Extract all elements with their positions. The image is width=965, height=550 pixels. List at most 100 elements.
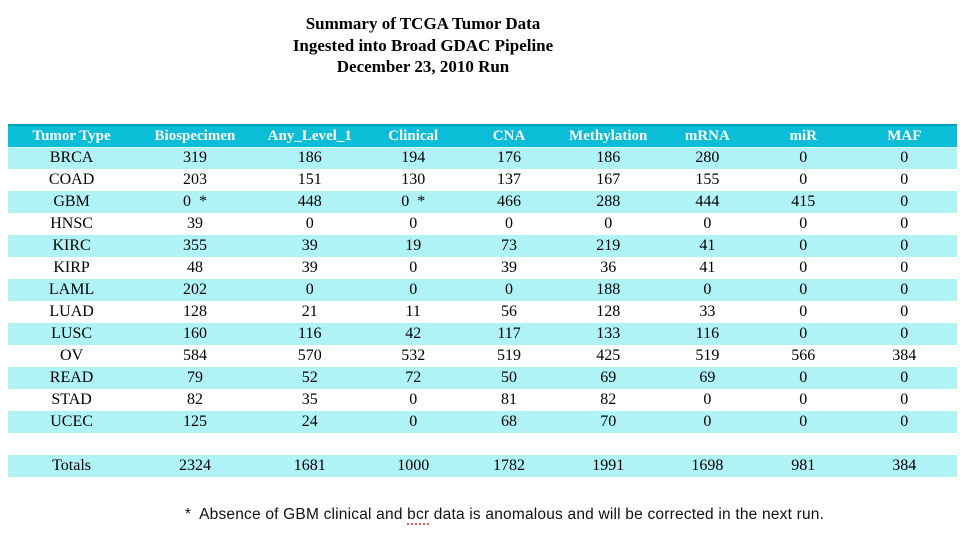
cell: 117: [461, 323, 557, 345]
cell: 519: [461, 345, 557, 367]
cell: 69: [659, 367, 755, 389]
cell: 0: [754, 301, 852, 323]
column-header-biospecimen: Biospecimen: [135, 124, 255, 148]
cell: 448: [254, 191, 365, 213]
row-label: KIRP: [8, 257, 136, 279]
cell: 1681: [254, 455, 365, 477]
cell: 0: [364, 213, 462, 235]
cell: 194: [364, 147, 462, 169]
cell: 0: [851, 169, 957, 191]
table-row-gbm: GBM 0 * 448 0 * 466 288 444 415 0: [8, 191, 957, 213]
cell: 0: [754, 147, 852, 169]
cell: 0 *: [135, 191, 255, 213]
cell: 0: [659, 279, 755, 301]
table-row-ov: OV 584 570 532 519 425 519 566 384: [8, 345, 957, 367]
cell: 125: [135, 411, 255, 433]
row-label: STAD: [8, 389, 136, 411]
cell: 0: [364, 411, 462, 433]
tcga-summary-table-container: Tumor Type Biospecimen Any_Level_1 Clinical…: [8, 124, 957, 477]
cell: 130: [364, 169, 462, 191]
footnote: * Absence of GBM clinical and bcr data is…: [22, 506, 965, 525]
cell: 566: [754, 345, 852, 367]
cell: 133: [556, 323, 660, 345]
cell: 0: [851, 389, 957, 411]
cell: 151: [254, 169, 365, 191]
cell: 0: [364, 257, 462, 279]
row-label: GBM: [8, 191, 136, 213]
cell: 519: [659, 345, 755, 367]
cell: 532: [364, 345, 462, 367]
cell: 0: [364, 279, 462, 301]
cell: 0: [254, 213, 365, 235]
cell: 1782: [461, 455, 557, 477]
cell: 68: [461, 411, 557, 433]
cell: 155: [659, 169, 755, 191]
table-row-kirp: KIRP 48 39 0 39 36 41 0 0: [8, 257, 957, 279]
column-header-clinical: Clinical: [364, 124, 462, 148]
cell: 11: [364, 301, 462, 323]
cell: 0: [851, 257, 957, 279]
cell: 981: [754, 455, 852, 477]
cell: 0: [851, 367, 957, 389]
cell: 1698: [659, 455, 755, 477]
cell: 186: [254, 147, 365, 169]
cell: 41: [659, 235, 755, 257]
cell: 0: [851, 235, 957, 257]
cell: 0: [754, 411, 852, 433]
cell: 128: [135, 301, 255, 323]
footnote-text-after: data is anomalous and will be corrected …: [429, 506, 825, 523]
cell: 70: [556, 411, 660, 433]
cell: 280: [659, 147, 755, 169]
cell: 0: [556, 213, 660, 235]
cell: 0: [754, 257, 852, 279]
row-label: LUAD: [8, 301, 136, 323]
cell: 0: [659, 411, 755, 433]
cell: 202: [135, 279, 255, 301]
cell: 41: [659, 257, 755, 279]
table-row-luad: LUAD 128 21 11 56 128 33 0 0: [8, 301, 957, 323]
cell: 21: [254, 301, 365, 323]
cell: 0: [851, 191, 957, 213]
row-label: KIRC: [8, 235, 136, 257]
table-row-hnsc: HNSC 39 0 0 0 0 0 0 0: [8, 213, 957, 235]
cell: 0: [851, 279, 957, 301]
cell: 203: [135, 169, 255, 191]
table-row-ucec: UCEC 125 24 0 68 70 0 0 0: [8, 411, 957, 433]
cell: 415: [754, 191, 852, 213]
cell: 69: [556, 367, 660, 389]
footnote-asterisk: *: [184, 506, 192, 523]
cell: 466: [461, 191, 557, 213]
cell: 137: [461, 169, 557, 191]
cell: 176: [461, 147, 557, 169]
cell: 56: [461, 301, 557, 323]
column-header-any-level-1: Any_Level_1: [254, 124, 365, 148]
cell: 219: [556, 235, 660, 257]
cell: 0: [754, 235, 852, 257]
cell: 0: [364, 389, 462, 411]
cell: 0: [851, 213, 957, 235]
cell: 0: [461, 279, 557, 301]
cell: 0: [461, 213, 557, 235]
cell: 444: [659, 191, 755, 213]
table-row-kirc: KIRC 355 39 19 73 219 41 0 0: [8, 235, 957, 257]
cell: 50: [461, 367, 557, 389]
row-label: HNSC: [8, 213, 136, 235]
cell: 384: [851, 345, 957, 367]
table-row-laml: LAML 202 0 0 0 188 0 0 0: [8, 279, 957, 301]
cell: 33: [659, 301, 755, 323]
column-header-cna: CNA: [461, 124, 557, 148]
cell: 128: [556, 301, 660, 323]
cell: 0: [754, 367, 852, 389]
title-line-2: Ingested into Broad GDAC Pipeline: [292, 35, 554, 55]
column-header-tumor-type: Tumor Type: [8, 124, 136, 148]
cell: 35: [254, 389, 365, 411]
spacer-cell: [8, 433, 957, 455]
cell: 39: [461, 257, 557, 279]
cell: 19: [364, 235, 462, 257]
cell: 48: [135, 257, 255, 279]
cell: 0 *: [364, 191, 462, 213]
tcga-summary-table: Tumor Type Biospecimen Any_Level_1 Clinical…: [8, 124, 957, 477]
cell: 1991: [556, 455, 660, 477]
spacer-row: [8, 433, 957, 455]
